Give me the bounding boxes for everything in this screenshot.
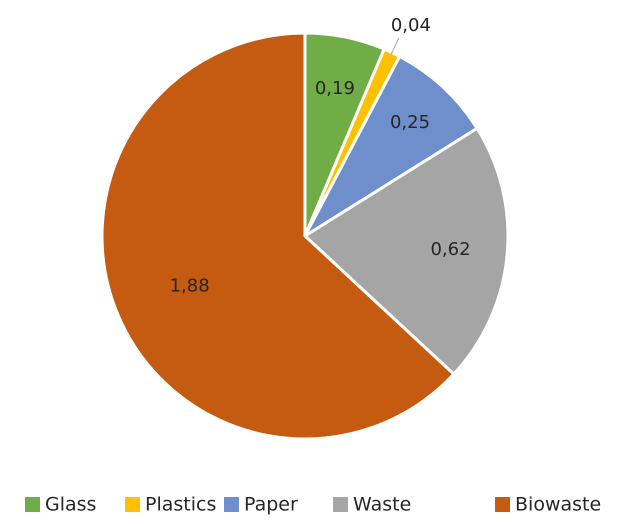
legend-swatch-biowaste bbox=[495, 497, 510, 512]
data-label-paper: 0,25 bbox=[390, 112, 430, 133]
pie-slice-waste bbox=[303, 126, 510, 376]
legend-label-plastics: Plastics bbox=[145, 494, 216, 516]
data-label-glass: 0,19 bbox=[315, 78, 355, 99]
data-label-plastics: 0,04 bbox=[391, 15, 431, 36]
pie-slice-biowaste bbox=[100, 31, 456, 441]
data-label-biowaste: 1,88 bbox=[170, 275, 210, 296]
data-labels: 0,19 0,04 0,25 0,62 1,88 bbox=[170, 15, 471, 296]
legend-swatch-plastics bbox=[125, 497, 140, 512]
legend-label-waste: Waste bbox=[353, 494, 411, 516]
legend-swatch-glass bbox=[25, 497, 40, 512]
pie-slice-paper bbox=[303, 54, 479, 238]
legend-label-glass: Glass bbox=[45, 494, 96, 516]
pie-slices bbox=[100, 31, 510, 441]
legend-swatch-waste bbox=[333, 497, 348, 512]
data-label-waste: 0,62 bbox=[430, 239, 470, 260]
legend-swatch-paper bbox=[224, 497, 239, 512]
legend-label-paper: Paper bbox=[244, 494, 298, 516]
legend-label-biowaste: Biowaste bbox=[515, 494, 601, 516]
leader-line-plastics bbox=[390, 37, 400, 55]
legend: Glass Plastics Paper Waste Biowaste bbox=[25, 494, 601, 516]
